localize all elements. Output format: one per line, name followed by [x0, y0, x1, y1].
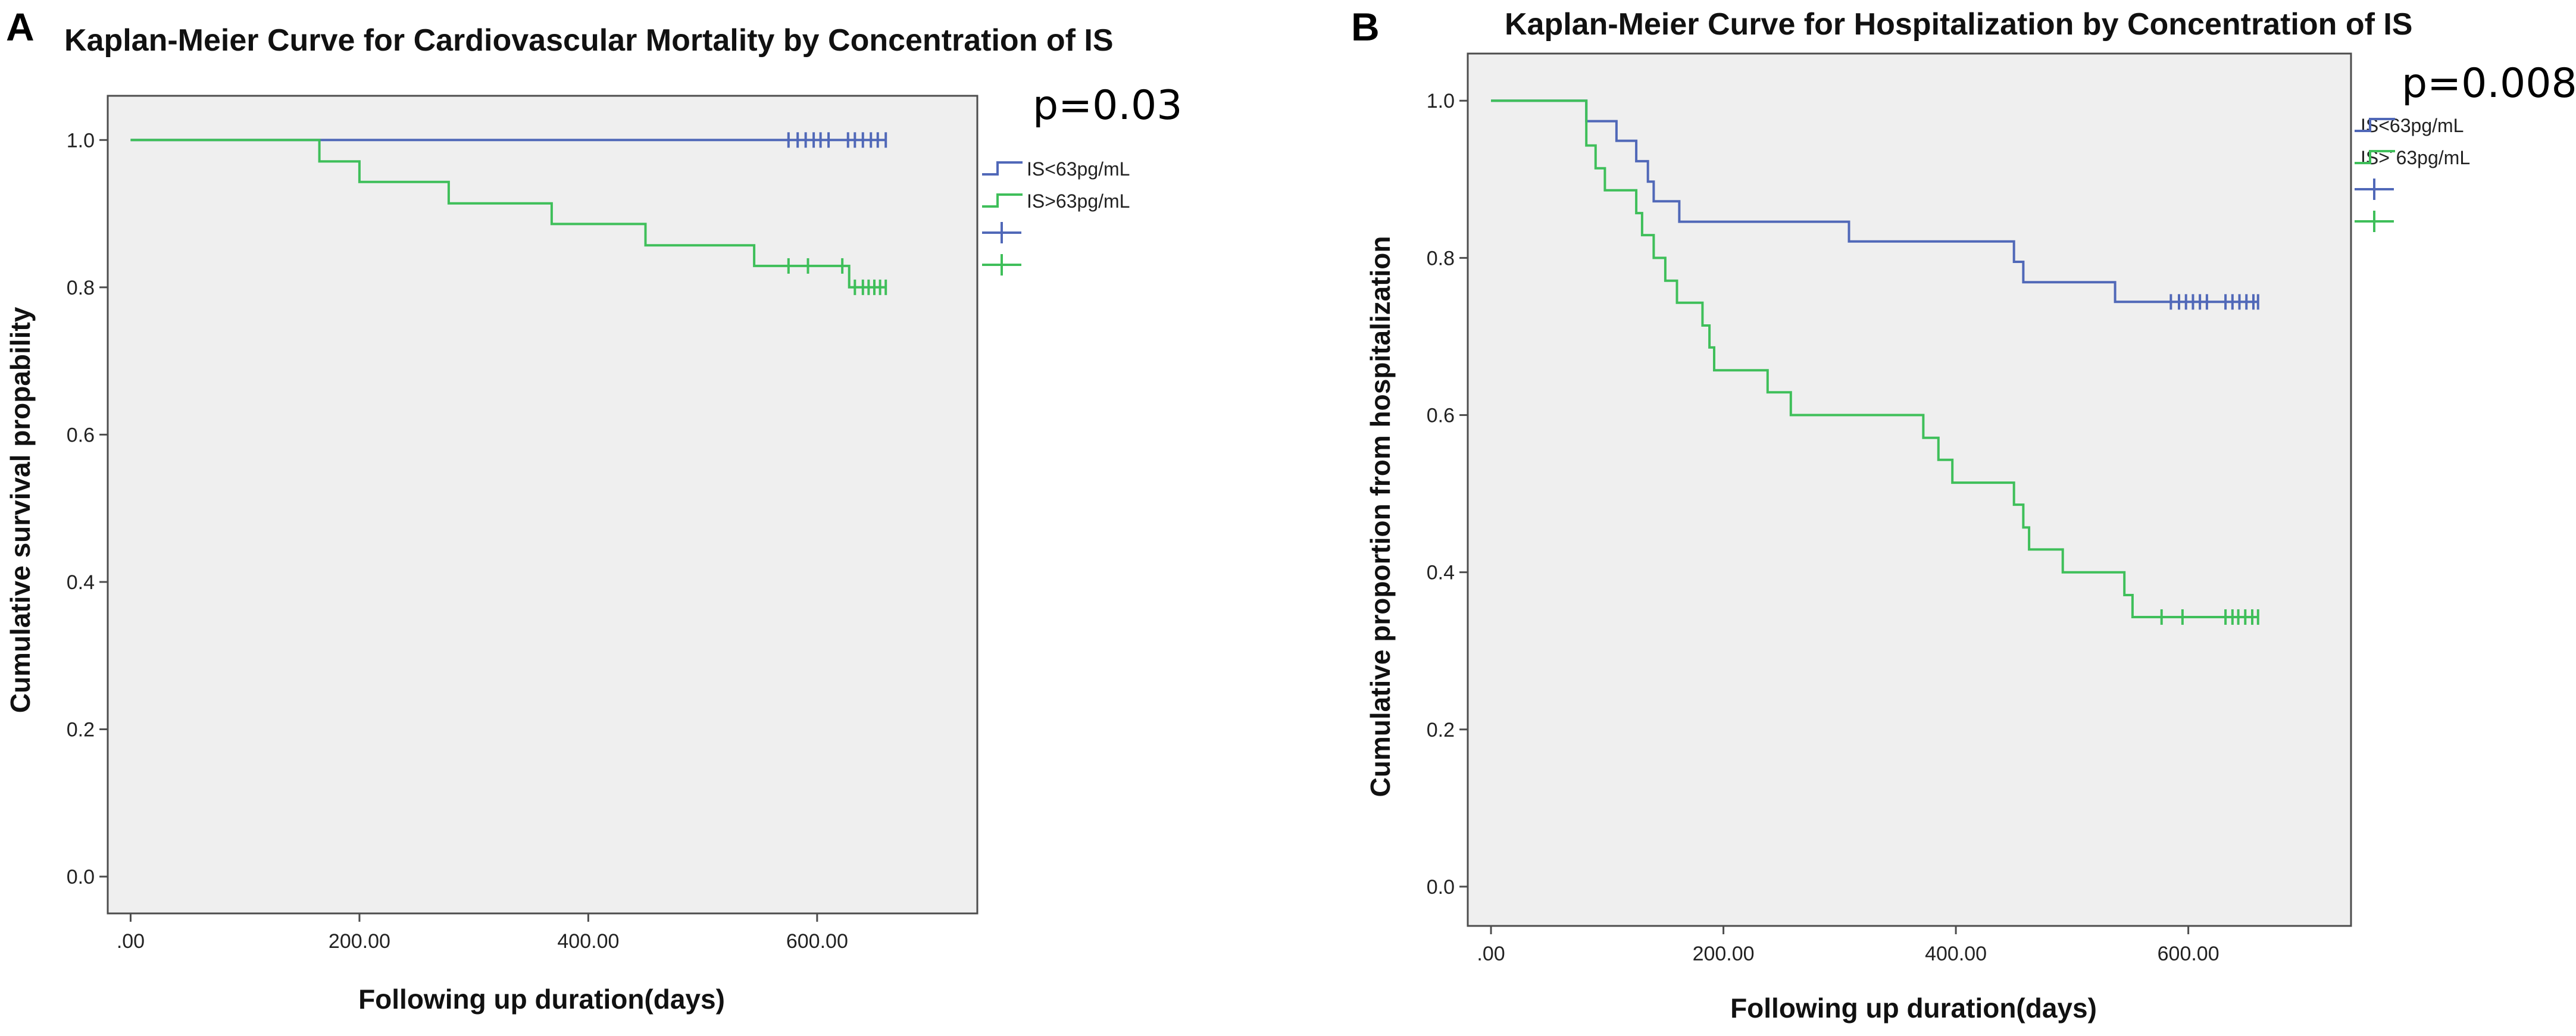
panel-b-legend-swatch-high [2355, 150, 2395, 164]
panel-b-letter: B [1351, 5, 1380, 49]
panel-a-legend-label-low: IS<63pg/mL [1027, 158, 1130, 180]
panel-a-y-axis-label: Cumulative survival propability [5, 306, 36, 713]
panel-b-x-tick-label: .00 [1477, 943, 1505, 965]
panel-a-y-tick-label: 0.8 [67, 277, 95, 299]
panel-b-x-axis-label: Following up duration(days) [1730, 993, 2097, 1024]
panel-a-y-tick-label: 0.0 [67, 866, 95, 888]
panel-b-plot-area [1467, 52, 2352, 927]
panel-a-plot: 0.0 0.2 0.4 0.6 0.8 1.0 .00 200.00 400.00 600.00 [67, 95, 978, 953]
panel-a-x-tick-label: 600.00 [786, 930, 848, 953]
panel-a-y-tick-label: 0.2 [67, 719, 95, 741]
panel-a-y-tick-label: 0.4 [67, 571, 95, 594]
panel-a-y-tick-label: 1.0 [67, 129, 95, 152]
panel-b-x-tick-label: 400.00 [1925, 943, 1987, 965]
panel-a-legend-censor-high [982, 254, 1021, 276]
panel-a-series-line-high [130, 139, 886, 289]
panel-a-legend-label-high: IS>63pg/mL [1027, 190, 1130, 212]
panel-b: B Kaplan-Meier Curve for Hospitalization… [1351, 5, 2576, 1024]
panel-a-letter: A [6, 5, 35, 49]
panel-b-y-tick-label: 0.8 [1427, 247, 1455, 270]
panel-a-x-tick-label: 200.00 [329, 930, 390, 953]
panel-b-y-axis-label: Cumulative proportion from hospitalizati… [1365, 236, 1396, 797]
panel-a-legend-swatch-high [982, 193, 1023, 208]
panel-b-p-value: p=0.008 [2402, 60, 2576, 107]
panel-a-plot-area [107, 95, 978, 915]
panel-b-legend-swatch-low [2355, 118, 2395, 132]
panel-a-title: Kaplan-Meier Curve for Cardiovascular Mo… [64, 23, 1114, 58]
panel-a-p-value: p=0.03 [1033, 82, 1183, 129]
panel-b-legend-censor-high [2355, 211, 2394, 232]
panel-b-plot: 0.0 0.2 0.4 0.6 0.8 1.0 .00 200.00 400.00 600.00 [1427, 52, 2352, 965]
panel-a-legend: IS<63pg/mL IS>63pg/mL [982, 158, 1130, 276]
panel-a-x-axis-label: Following up duration(days) [358, 984, 725, 1015]
panel-b-legend: IS<63pg/mL IS>´63pg/mL [2355, 115, 2470, 232]
panel-b-series-line-high [1491, 99, 2258, 618]
panel-b-series-line-low [1491, 99, 2258, 303]
panel-b-title: Kaplan-Meier Curve for Hospitalization b… [1505, 7, 2413, 42]
panel-a-x-tick-label: 400.00 [557, 930, 619, 953]
panel-b-y-tick-label: 0.6 [1427, 405, 1455, 427]
panel-b-x-tick-label: 200.00 [1693, 943, 1755, 965]
panel-a: A Kaplan-Meier Curve for Cardiovascular … [5, 5, 1183, 1015]
panel-b-y-tick-label: 0.4 [1427, 562, 1455, 584]
panel-a-x-tick-label: .00 [117, 930, 145, 953]
panel-b-y-tick-label: 1.0 [1427, 90, 1455, 112]
panel-a-y-tick-label: 0.6 [67, 424, 95, 446]
panel-b-y-tick-label: 0.2 [1427, 719, 1455, 741]
panel-b-x-tick-label: 600.00 [2158, 943, 2219, 965]
panel-b-y-tick-label: 0.0 [1427, 876, 1455, 899]
panel-a-legend-censor-low [982, 222, 1021, 243]
panel-b-legend-censor-low [2355, 179, 2394, 200]
panel-a-legend-swatch-low [982, 161, 1023, 176]
